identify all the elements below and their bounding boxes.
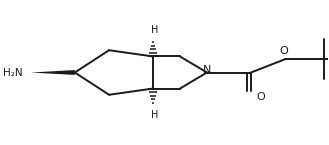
Text: N: N: [203, 65, 211, 75]
Polygon shape: [31, 70, 75, 75]
Text: H: H: [151, 25, 158, 35]
Text: H₂N: H₂N: [3, 68, 22, 77]
Text: H: H: [151, 110, 158, 120]
Text: O: O: [279, 46, 288, 56]
Text: O: O: [257, 92, 266, 102]
